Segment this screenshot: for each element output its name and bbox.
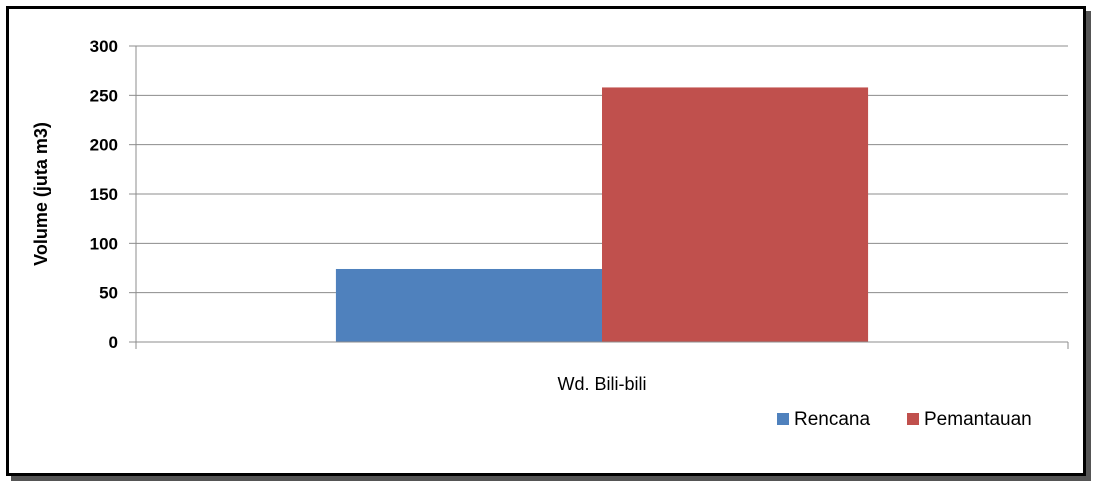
y-tick-label: 250	[90, 86, 118, 105]
bar-pemantauan	[602, 87, 869, 342]
legend-label-pemantauan: Pemantauan	[924, 409, 1032, 430]
bar-rencana	[335, 268, 602, 342]
bars	[335, 87, 869, 342]
y-tick-label: 0	[109, 333, 118, 352]
y-axis-label: Volume (juta m3)	[31, 122, 51, 266]
y-tick-label: 200	[90, 136, 118, 155]
y-tick-labels: 0 50 100 150 200 250 300	[90, 37, 118, 352]
legend-label-rencana: Rencana	[794, 409, 870, 430]
y-tick-label: 50	[99, 284, 118, 303]
legend-swatch-rencana	[777, 413, 789, 425]
y-tick-label: 150	[90, 185, 118, 204]
legend: Rencana Pemantauan	[777, 409, 1032, 430]
category-label: Wd. Bili-bili	[557, 374, 646, 394]
category-labels: Wd. Bili-bili	[557, 374, 646, 394]
axes	[135, 46, 1069, 349]
chart-frame	[6, 6, 1086, 476]
y-tick-label: 300	[90, 37, 118, 56]
y-tick-label: 100	[90, 234, 118, 253]
legend-swatch-pemantauan	[907, 413, 919, 425]
